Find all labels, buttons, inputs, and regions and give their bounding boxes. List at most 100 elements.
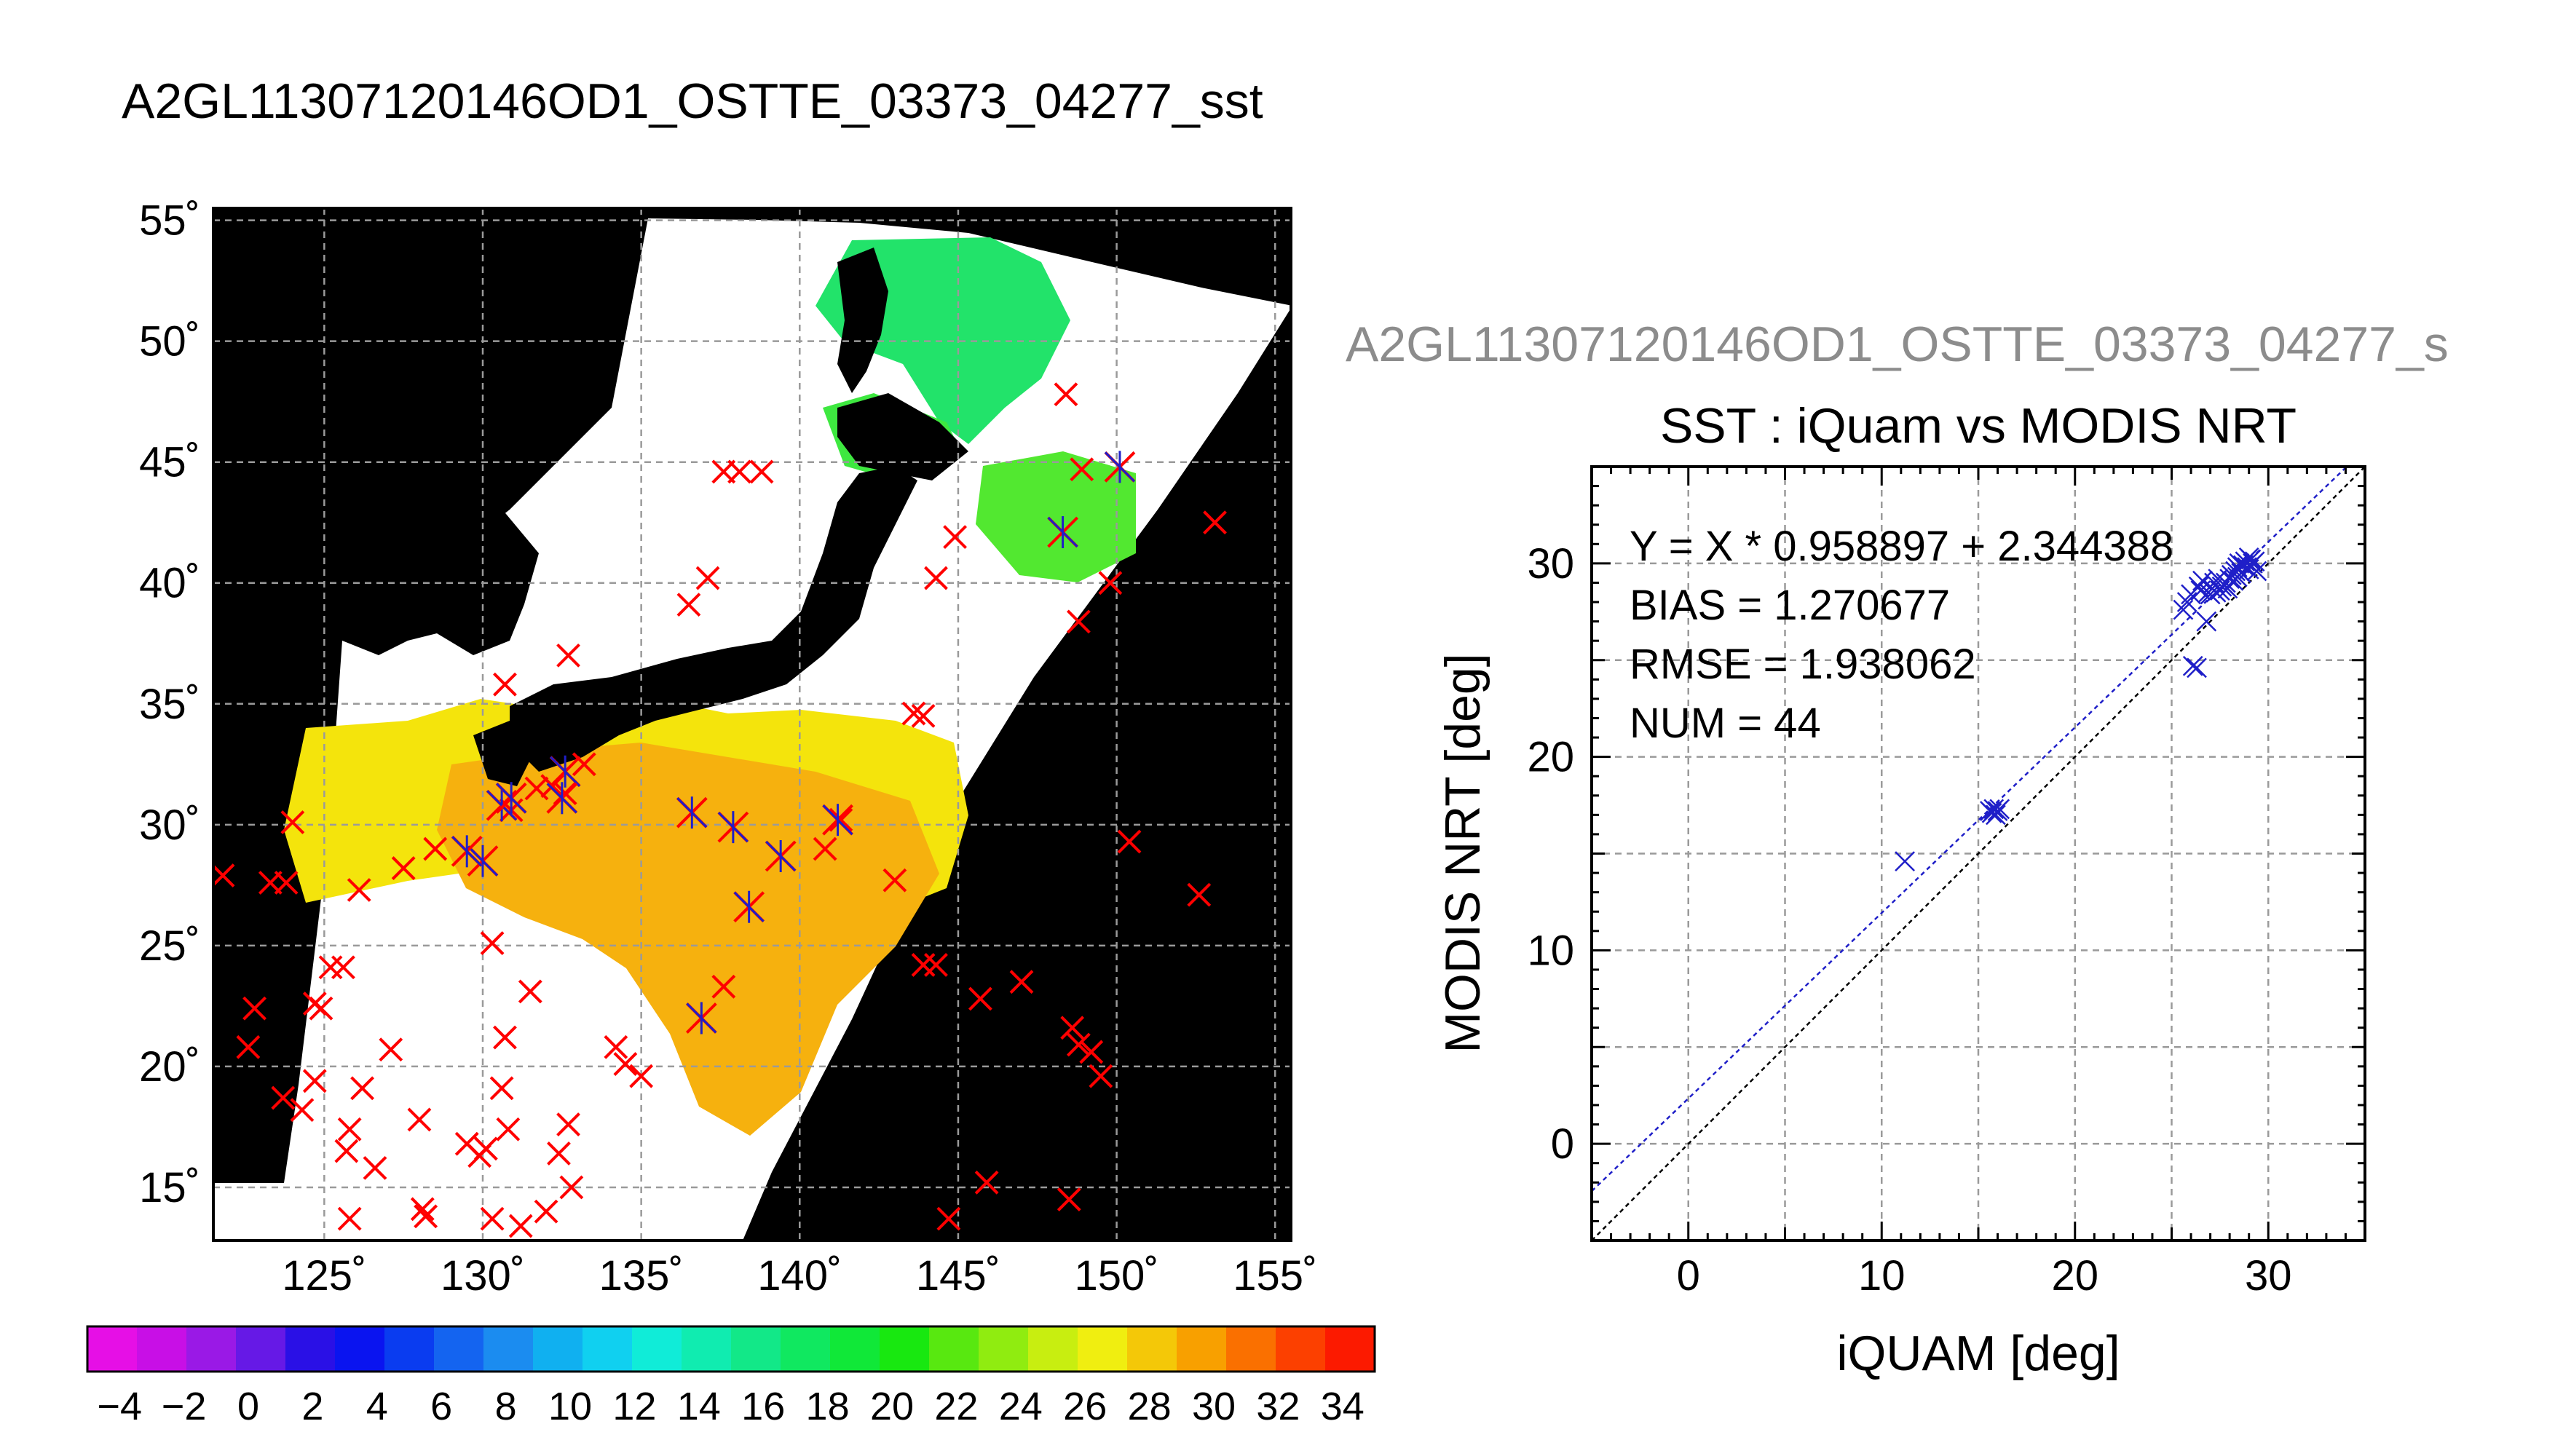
scatter-point	[2214, 574, 2235, 595]
map-lon-label: 135˚	[599, 1252, 684, 1299]
map-observation-marker	[489, 1076, 514, 1101]
colorbar-cell	[880, 1326, 930, 1372]
map-matchup-marker	[1047, 515, 1079, 548]
map-observation-marker	[556, 643, 580, 668]
colorbar-cell	[682, 1326, 732, 1372]
map-longitude-labels: 125˚ 130˚ 135˚ 140˚ 145˚ 150˚ 155˚	[282, 1252, 1317, 1299]
scatter-statistic: Y = X * 0.958897 + 2.344388	[1630, 523, 2173, 570]
colorbar-cell	[1276, 1326, 1326, 1372]
scatter-y-tick-labels: 0 10 20 30	[1527, 540, 1574, 1168]
map-observation-marker	[556, 1112, 580, 1137]
colorbar-cell	[236, 1326, 286, 1372]
map-matchup-marker	[733, 890, 765, 923]
colorbar-cell	[384, 1326, 435, 1372]
map-observation-marker	[407, 1107, 432, 1132]
scatter-x-tick-labels: 0 10 20 30	[1677, 1252, 2292, 1299]
scatter-x-tick-label: 0	[1677, 1252, 1700, 1299]
map-observation-marker	[534, 1199, 558, 1224]
sst-map: 125˚ 130˚ 135˚ 140˚ 145˚ 150˚ 155˚ 55˚ 50˚ 45˚ 40…	[139, 197, 1317, 1299]
map-observation-marker	[924, 953, 948, 977]
scatter-x-tick-label: 30	[2245, 1252, 2292, 1299]
land-kyushu-south	[473, 721, 532, 786]
map-observation-marker	[911, 703, 936, 728]
colorbar-cell	[583, 1326, 633, 1372]
map-observation-marker	[727, 459, 752, 484]
map-observation-marker	[524, 776, 549, 801]
colorbar-tick-label: 2	[301, 1385, 323, 1428]
map-observation-marker	[290, 1098, 315, 1123]
map-lon-label: 125˚	[282, 1252, 366, 1299]
map-observation-marker	[968, 986, 992, 1011]
map-lat-label: 35˚	[139, 681, 200, 728]
map-observation-marker	[882, 868, 907, 893]
map-observation-marker	[1079, 1040, 1104, 1064]
map-observation-marker	[1117, 829, 1142, 854]
map-matchup-marker	[717, 811, 749, 844]
scatter-y-tick-label: 0	[1551, 1120, 1574, 1168]
map-observation-marker	[496, 1117, 521, 1142]
scatter-y-tick-label: 10	[1527, 927, 1574, 974]
map-matchup-marker	[495, 782, 527, 815]
map-frame	[212, 207, 1292, 1242]
map-matchup-marker	[549, 755, 581, 788]
map-observation-marker	[604, 1034, 628, 1059]
scatter-y-tick-label: 20	[1527, 734, 1574, 781]
colorbar-cell	[533, 1326, 583, 1372]
map-observation-marker	[924, 566, 948, 590]
map-observation-marker	[337, 1206, 362, 1231]
colorbar-tick-labels: −4 −2 0 2 4 6 8 10 12 14 16 18 20 22 24 26 28 30 32 34	[97, 1385, 1364, 1428]
colorbar-cell	[929, 1326, 979, 1372]
scatter-statistic: RMSE = 1.938062	[1630, 641, 1976, 688]
map-observation-marker	[1089, 1064, 1113, 1088]
map-grid	[213, 208, 1291, 1241]
scatter-plot: SST : iQuam vs MODIS NRT 0 10 20 30 0 10 20 30…	[1435, 398, 2366, 1381]
colorbar-cell	[1325, 1326, 1375, 1372]
colorbar-cell	[632, 1326, 682, 1372]
scatter-point	[1983, 799, 2005, 820]
map-observation-markers	[213, 382, 1227, 1238]
main-title: A2GL11307120146OD1_OSTTE_03373_04277_sst	[122, 74, 1263, 129]
map-observation-marker	[1066, 609, 1091, 634]
scatter-point	[2187, 657, 2207, 678]
scatter-title: SST : iQuam vs MODIS NRT	[1660, 398, 2297, 454]
land-hokkaido	[837, 393, 968, 480]
map-matchup-marker	[546, 782, 578, 815]
colorbar-tick-label: 28	[1128, 1385, 1172, 1428]
sst-region-warm-core	[437, 743, 939, 1136]
map-lon-label: 155˚	[1233, 1252, 1317, 1299]
map-observation-marker	[213, 863, 235, 887]
map-observation-marker	[274, 871, 299, 895]
map-observation-marker	[1057, 1187, 1081, 1211]
colorbar-cell	[731, 1326, 781, 1372]
map-observation-marker	[391, 856, 416, 881]
colorbar-cell	[1226, 1326, 1276, 1372]
map-observation-marker	[242, 996, 267, 1021]
map-matchup-marker	[1104, 451, 1136, 483]
map-observation-marker	[410, 1197, 435, 1222]
scatter-statistic: BIAS = 1.270677	[1630, 582, 1950, 629]
colorbar-cell	[285, 1326, 336, 1372]
map-observation-marker	[1070, 457, 1094, 482]
sst-region-northeast	[976, 451, 1136, 582]
land-sakhalin	[837, 248, 888, 393]
map-observation-marker	[1187, 882, 1212, 907]
map-lat-label: 20˚	[139, 1043, 200, 1091]
colorbar-cell	[979, 1326, 1029, 1372]
map-lat-label: 45˚	[139, 439, 200, 486]
colorbar-cell	[186, 1326, 237, 1372]
colorbar-tick-label: 18	[806, 1385, 850, 1428]
colorbar-cell	[1028, 1326, 1078, 1372]
colorbar-tick-label: 12	[612, 1385, 656, 1428]
map-observation-marker	[711, 974, 736, 999]
map-matchup-marker	[451, 835, 483, 868]
map-observation-marker	[414, 1204, 438, 1229]
map-observation-marker	[493, 1025, 517, 1050]
map-lat-label: 15˚	[139, 1164, 200, 1211]
map-lat-label: 30˚	[139, 802, 200, 849]
colorbar-tick-label: 4	[366, 1385, 388, 1428]
map-matchup-marker	[676, 796, 708, 829]
map-observation-marker	[629, 1064, 654, 1088]
map-lat-label: 50˚	[139, 318, 200, 365]
map-lat-label: 25˚	[139, 922, 200, 970]
